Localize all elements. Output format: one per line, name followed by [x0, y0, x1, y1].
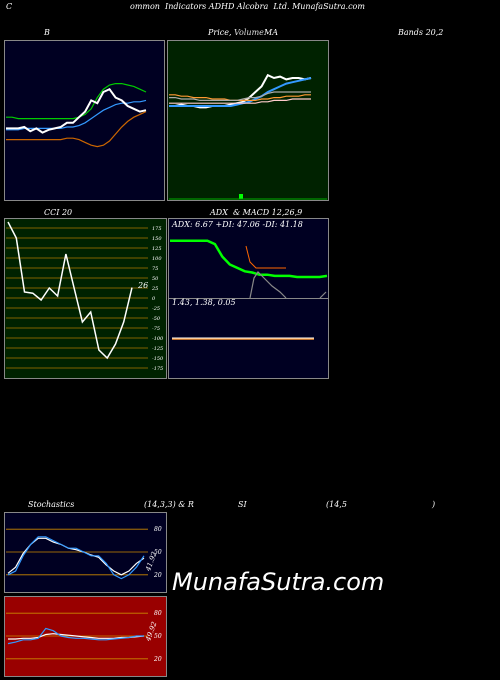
adx-plus-di-line	[245, 245, 286, 269]
rsi-ma-line	[8, 633, 145, 640]
price-ma-chart-bg	[167, 40, 329, 201]
header-c-letter: C	[6, 2, 13, 11]
cci-tick-label: 75	[152, 266, 158, 272]
cci-tick-label: -175	[152, 366, 163, 372]
bands-label: B	[44, 28, 50, 37]
adx-di-tail	[319, 291, 327, 299]
stoch-label: Stochastics	[28, 500, 75, 509]
cci-chart-bg	[4, 218, 167, 379]
price-ma-mid-line	[169, 94, 311, 102]
macd-values: 1.43, 1.38, 0.05	[172, 298, 236, 307]
adx-values: ADX: 6.67 +DI: 47.06 -DI: 41.18	[171, 220, 303, 229]
stoch-tick-label: 80	[154, 526, 162, 533]
bands-price-line	[6, 87, 147, 134]
cci-tick-label: 50	[152, 276, 159, 282]
ma-label: MA	[264, 28, 278, 37]
bands-lower-line	[6, 111, 147, 148]
cci-tick-label: -75	[152, 326, 160, 332]
price-ma-short-line	[169, 77, 312, 107]
cci-chart: 175 150 125 100 75 50 25 0 -25 -50 -75 -100 -125 -150…	[4, 218, 167, 379]
adx-minus-di-line	[249, 271, 287, 299]
adx-chart-bg	[168, 218, 329, 299]
cci-tick-label: -125	[152, 346, 163, 352]
rsi-tick-label: 20	[153, 656, 162, 663]
price-label: Price,	[208, 28, 232, 37]
cci-last-value: 26	[137, 281, 148, 290]
cci-tick-label: -100	[152, 336, 164, 342]
cci-line	[7, 221, 133, 360]
bands-chart-bg	[4, 40, 165, 201]
rsi-rsi-line	[7, 627, 144, 645]
volume-bar	[239, 194, 243, 199]
price-ma-chart	[167, 40, 329, 201]
cci-tick-label: 125	[152, 246, 162, 252]
stoch-tick-label: 50	[154, 549, 162, 556]
adx-chart: ADX: 6.67 +DI: 47.06 -DI: 41.18	[168, 218, 329, 299]
cci-tick-label: 25	[151, 286, 158, 292]
cci-tick-label: -50	[152, 316, 161, 322]
bands-middle-line	[6, 99, 147, 131]
price-volume-line-line	[169, 91, 311, 102]
rsi-tick-label: 80	[154, 610, 162, 617]
cci-tick-label: -25	[152, 306, 160, 312]
cci-tick-label: 100	[152, 256, 162, 262]
page-title: ommon Indicators ADHD Alcobra Ltd. Munaf…	[130, 2, 365, 11]
bands-right-label: Bands 20,2	[398, 28, 444, 37]
stoch-%k-line	[7, 536, 145, 580]
si-label: SI	[238, 500, 247, 509]
watermark: MunafaSutra.com	[172, 568, 385, 596]
cci-label: CCI 20	[44, 208, 73, 217]
cci-tick-label: 150	[152, 236, 162, 242]
macd-chart: 1.43, 1.38, 0.05	[168, 298, 329, 379]
stoch-tick-label: 20	[153, 572, 162, 579]
rsi-close-label: )	[432, 500, 436, 509]
cci-tick-label: 0	[152, 296, 156, 302]
volume-label: Volume	[234, 28, 264, 37]
rsi-tick-label: 50	[154, 633, 162, 640]
cci-tick-label: -150	[152, 356, 164, 362]
price-ma-long-line	[169, 98, 311, 104]
adx-adx-line	[170, 239, 328, 279]
rsi-params-label: (14,5	[326, 500, 347, 509]
stoch-params-label: (14,3,3) & R	[144, 500, 194, 509]
adx-macd-label: ADX & MACD 12,26,9	[210, 208, 303, 217]
bands-upper-line	[6, 82, 147, 120]
cci-tick-label: 175	[152, 226, 162, 232]
bands-chart	[4, 40, 165, 201]
